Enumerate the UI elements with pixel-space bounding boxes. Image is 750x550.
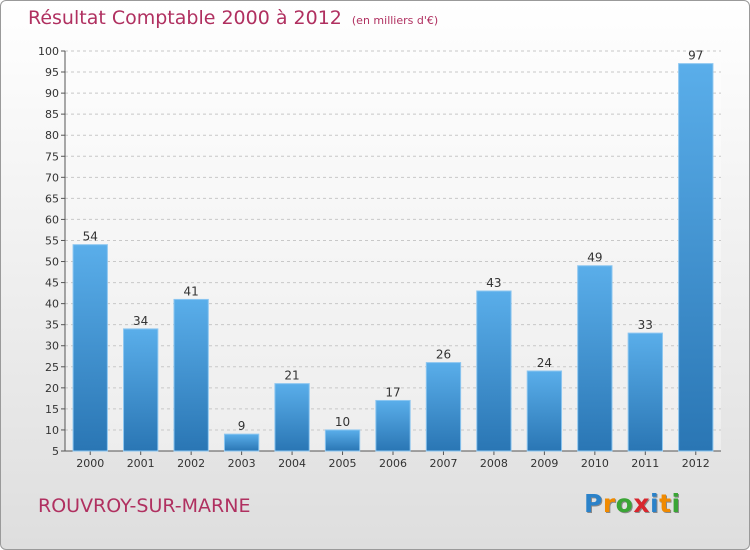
x-tick-label: 2005 [329,457,357,470]
bar-value-label: 21 [284,369,299,383]
data-labels: 54 34 41 9 21 10 17 26 43 24 49 33 97 [83,49,704,434]
x-tick-label: 2001 [127,457,155,470]
bar-value-label: 54 [83,230,98,244]
y-tick-label: 20 [45,382,59,395]
y-tick-label: 60 [45,213,59,226]
chart-title-unit: (en milliers d'€) [351,14,439,27]
bar [72,244,108,452]
y-tick-label: 100 [38,45,59,58]
chart-title: Résultat Comptable 2000 à 2012 (en millie… [28,7,438,29]
bar-value-label: 17 [385,385,400,399]
y-tick-label: 50 [45,256,59,269]
x-tick-label: 2007 [429,457,457,470]
x-tick-label: 2010 [581,457,609,470]
y-tick-label: 75 [45,150,59,163]
x-tick-label: 2004 [278,457,306,470]
y-tick-label: 40 [45,298,59,311]
bar-value-label: 33 [638,318,653,332]
commune-name: ROUVROY-SUR-MARNE [38,495,251,517]
bar-value-label: 97 [688,49,703,63]
chart-title-main: Résultat Comptable 2000 à 2012 [28,7,342,29]
bar-value-label: 41 [184,284,199,298]
y-tick-label: 25 [45,361,59,374]
logo-letter: i [650,489,660,518]
x-tick-label: 2003 [228,457,256,470]
bar [324,429,361,452]
bar-value-label: 24 [537,356,552,370]
bar [476,290,512,452]
bar [627,332,663,452]
axes: 5 10 15 20 25 30 35 40 45 50 55 60 65 70 75 80 85 90 95 100… [38,45,721,470]
bar [123,328,159,452]
x-tick-label: 2008 [480,457,508,470]
bar [678,63,714,452]
bar [425,362,462,452]
logo-letter: r [602,489,616,518]
bar [577,265,613,452]
x-tick-label: 2009 [530,457,558,470]
y-tick-label: 90 [45,87,59,100]
bars [72,63,714,452]
bar-value-label: 26 [436,348,451,362]
bar [375,399,411,452]
y-tick-label: 35 [45,319,59,332]
bar-value-label: 34 [133,314,148,328]
y-tick-label: 5 [52,445,59,458]
logo-letter: o [615,489,634,518]
x-tick-label: 2000 [76,457,104,470]
y-tick-label: 80 [45,129,59,142]
proxiti-logo: Proxiti [584,489,681,518]
x-tick-label: 2012 [682,457,710,470]
y-tick-label: 95 [45,66,59,79]
logo-letter: x [633,489,650,518]
bar [173,298,209,452]
bar [223,433,260,452]
bar-value-label: 9 [238,419,246,433]
y-tick-label: 15 [45,403,59,416]
bar-value-label: 10 [335,415,350,429]
logo-letter: P [584,489,603,518]
bar [526,370,563,452]
x-tick-label: 2002 [177,457,205,470]
y-tick-label: 55 [45,234,59,247]
x-tick-label: 2006 [379,457,407,470]
y-tick-label: 70 [45,171,59,184]
y-tick-label: 85 [45,108,59,121]
logo-letter: t [659,489,672,518]
y-tick-label: 65 [45,192,59,205]
bar-value-label: 43 [486,276,501,290]
y-tick-label: 45 [45,277,59,290]
x-tick-label: 2011 [631,457,659,470]
bar [274,383,310,452]
logo-letter: i [671,489,681,518]
y-tick-label: 10 [45,424,59,437]
bar-value-label: 49 [587,251,602,265]
y-tick-label: 30 [45,340,59,353]
